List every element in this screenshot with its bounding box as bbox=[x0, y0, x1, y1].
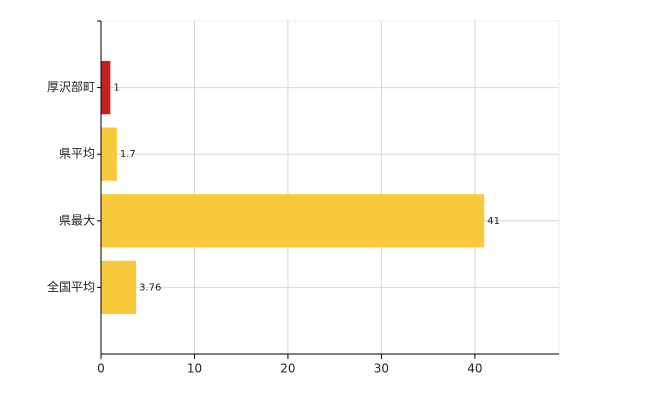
y-tick-label: 県最大 bbox=[59, 213, 95, 227]
bar bbox=[101, 60, 111, 115]
x-tick-label: 20 bbox=[280, 362, 295, 376]
value-label: 1.7 bbox=[120, 149, 136, 160]
x-tick-label: 0 bbox=[97, 362, 105, 376]
value-label: 1 bbox=[113, 83, 119, 94]
y-tick-label: 県平均 bbox=[59, 147, 95, 161]
x-tick-label: 40 bbox=[467, 362, 482, 376]
y-tick-label: 全国平均 bbox=[47, 279, 95, 294]
bar bbox=[101, 127, 117, 181]
value-label: 3.76 bbox=[139, 282, 161, 293]
y-tick-label: 厚沢部町 bbox=[47, 79, 95, 94]
x-tick-label: 30 bbox=[374, 362, 389, 376]
bar bbox=[101, 194, 485, 248]
value-label: 41 bbox=[487, 216, 500, 227]
x-tick-label: 10 bbox=[187, 362, 202, 376]
bar bbox=[101, 260, 137, 315]
